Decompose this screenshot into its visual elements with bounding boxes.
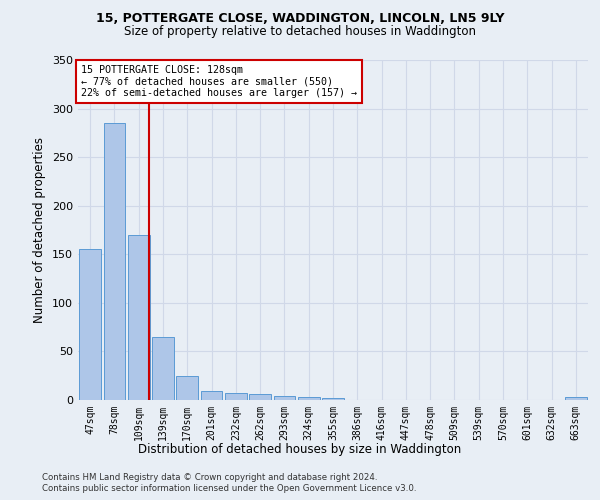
Bar xyxy=(225,393,247,400)
Bar xyxy=(152,337,174,400)
Y-axis label: Number of detached properties: Number of detached properties xyxy=(34,137,46,323)
Text: 15 POTTERGATE CLOSE: 128sqm
← 77% of detached houses are smaller (550)
22% of se: 15 POTTERGATE CLOSE: 128sqm ← 77% of det… xyxy=(80,65,356,98)
Bar xyxy=(298,397,320,400)
Bar xyxy=(104,123,125,400)
Text: Contains HM Land Registry data © Crown copyright and database right 2024.: Contains HM Land Registry data © Crown c… xyxy=(42,472,377,482)
Bar xyxy=(200,392,223,400)
Text: Distribution of detached houses by size in Waddington: Distribution of detached houses by size … xyxy=(139,442,461,456)
Bar xyxy=(322,398,344,400)
Text: Size of property relative to detached houses in Waddington: Size of property relative to detached ho… xyxy=(124,25,476,38)
Bar xyxy=(565,397,587,400)
Bar xyxy=(176,376,198,400)
Bar xyxy=(249,394,271,400)
Bar xyxy=(79,250,101,400)
Text: 15, POTTERGATE CLOSE, WADDINGTON, LINCOLN, LN5 9LY: 15, POTTERGATE CLOSE, WADDINGTON, LINCOL… xyxy=(96,12,504,26)
Bar xyxy=(128,235,149,400)
Text: Contains public sector information licensed under the Open Government Licence v3: Contains public sector information licen… xyxy=(42,484,416,493)
Bar xyxy=(274,396,295,400)
